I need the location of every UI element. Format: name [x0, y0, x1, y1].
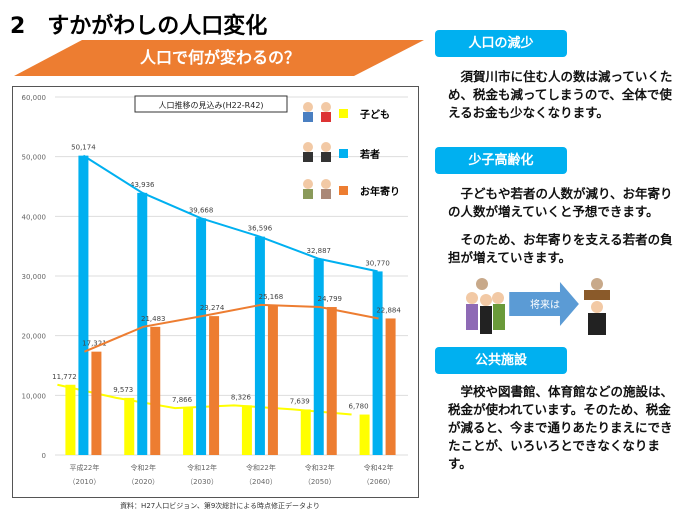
x-tick-sublabel: （2010） — [69, 478, 101, 486]
burden-people-icon — [584, 278, 610, 335]
x-tick-sublabel: （2040） — [245, 478, 277, 486]
y-tick-label: 10,000 — [22, 392, 47, 400]
data-label: 7,866 — [172, 396, 193, 404]
group-people-icon — [466, 278, 505, 334]
x-tick-sublabel: （2020） — [127, 478, 159, 486]
bar-youth — [196, 218, 207, 455]
legend-label: お年寄り — [360, 185, 400, 198]
arrow-icon — [509, 282, 579, 326]
data-label: 50,174 — [71, 144, 96, 152]
bar-elderly — [209, 316, 220, 455]
chart-title: 人口推移の見込み(H22-R42) — [158, 100, 263, 110]
data-label: 43,936 — [130, 181, 155, 189]
bar-children — [300, 409, 311, 455]
text-population-decline: 須賀川市に住む人の数は減っていくため、税金も減ってしまうので、全体で使えるお金も… — [448, 69, 673, 120]
y-tick-label: 50,000 — [22, 154, 47, 162]
data-label: 32,887 — [307, 247, 332, 255]
x-tick-label: 令和2年 — [131, 463, 156, 472]
data-label: 21,483 — [141, 315, 166, 323]
data-label: 24,799 — [318, 295, 343, 303]
bar-elderly — [267, 304, 278, 455]
bar-elderly — [91, 351, 102, 455]
x-tick-label: 令和12年 — [187, 463, 217, 472]
data-label: 36,596 — [248, 225, 273, 233]
text-public-facilities: 学校や図書館、体育館などの施設は、税金が使われています。そのため、税金が減ると、… — [448, 384, 674, 471]
legend-swatch — [339, 109, 348, 118]
legend-person-icon — [303, 112, 313, 122]
arrow-label: 将来は — [530, 299, 560, 311]
legend-swatch — [339, 149, 348, 158]
bar-youth — [313, 258, 324, 455]
data-label: 22,884 — [376, 306, 401, 314]
chart-source: 資料：H27人口ビジョン、第9次総計による時点修正データより — [120, 502, 320, 510]
bar-elderly — [326, 307, 337, 455]
x-tick-sublabel: （2030） — [186, 478, 218, 486]
data-label: 30,770 — [365, 259, 390, 267]
data-label: 6,780 — [349, 403, 369, 411]
trend-line-elderly — [84, 303, 379, 353]
data-label: 8,326 — [231, 393, 252, 401]
data-label: 17,321 — [82, 340, 107, 348]
legend-person-icon — [321, 112, 331, 122]
x-tick-sublabel: （2060） — [363, 478, 395, 486]
y-tick-label: 20,000 — [22, 333, 47, 341]
y-tick-label: 60,000 — [22, 94, 47, 102]
bar-children — [183, 408, 194, 455]
data-label: 23,274 — [200, 304, 225, 312]
legend-person-icon — [321, 179, 331, 189]
chart-frame — [12, 86, 419, 498]
bar-youth — [137, 192, 148, 456]
legend-person-icon — [321, 102, 331, 112]
bar-children — [359, 414, 370, 455]
y-tick-label: 30,000 — [22, 273, 47, 281]
x-tick-label: 令和22年 — [246, 463, 276, 472]
legend-person-icon — [321, 189, 331, 199]
bar-youth — [78, 155, 89, 455]
heading-aging: 少子高齢化 — [435, 147, 567, 174]
legend-person-icon — [303, 189, 313, 199]
bar-children — [241, 405, 252, 455]
x-tick-label: 令和32年 — [305, 463, 335, 472]
legend-person-icon — [321, 152, 331, 162]
bar-youth — [254, 236, 265, 455]
text-aging-1: 子どもや若者の人数が減り、お年寄りの人数が増えていくと予想できます。 — [448, 186, 673, 219]
legend-person-icon — [303, 142, 313, 152]
legend-label: 若者 — [359, 148, 380, 161]
bar-children — [65, 384, 76, 455]
legend-person-icon — [303, 152, 313, 162]
legend-swatch — [339, 186, 348, 195]
x-tick-label: 令和42年 — [364, 463, 394, 472]
x-tick-sublabel: （2050） — [304, 478, 336, 486]
y-tick-label: 0 — [42, 452, 46, 460]
heading-public-facilities: 公共施設 — [435, 347, 567, 374]
data-label: 7,639 — [290, 397, 310, 405]
banner-text: 人口で何が変わるの？ — [139, 48, 300, 67]
legend-person-icon — [321, 142, 331, 152]
legend-label: 子ども — [360, 108, 390, 121]
bar-elderly — [150, 326, 161, 455]
page-title: 2 すかがわしの人口変化 — [10, 14, 268, 39]
bar-elderly — [385, 318, 396, 455]
data-label: 11,772 — [52, 373, 77, 381]
y-tick-label: 40,000 — [22, 213, 47, 221]
data-label: 25,168 — [259, 293, 284, 301]
data-label: 39,668 — [189, 206, 214, 214]
data-label: 9,573 — [113, 386, 133, 394]
legend-person-icon — [303, 179, 313, 189]
text-aging-2: そのため、お年寄りを支える若者の負担が増えていきます。 — [448, 232, 673, 265]
trend-line-youth — [82, 154, 378, 273]
bar-youth — [372, 271, 383, 455]
aging-illustration: 将来は — [466, 278, 610, 335]
legend-person-icon — [303, 102, 313, 112]
banner-shape — [14, 40, 424, 76]
bar-children — [124, 397, 135, 455]
heading-population-decline: 人口の減少 — [435, 30, 567, 57]
x-tick-label: 平成22年 — [69, 463, 99, 472]
chart-title-box — [134, 95, 288, 113]
